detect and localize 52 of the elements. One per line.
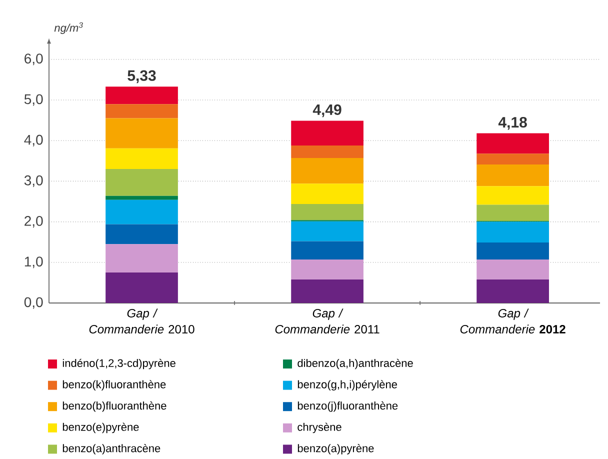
x-tick-label: Gap / Commanderie 2012 [460, 308, 566, 334]
bar [106, 86, 178, 104]
bar [476, 133, 549, 154]
bar [476, 164, 549, 186]
bar [106, 104, 178, 118]
y-tick-label: 3,0 [24, 175, 43, 187]
legend-label: benzo(a)anthracène [62, 444, 160, 454]
legend-label: benzo(j)fluoranthène [298, 401, 398, 412]
y-tick-label: 4,0 [24, 134, 43, 146]
bar [476, 154, 549, 165]
y-tick-label: 5,0 [24, 94, 43, 106]
bar [106, 169, 178, 196]
bar [291, 241, 364, 260]
bar [106, 200, 178, 224]
y-axis-title: ng/m$^{3}$ [54, 22, 83, 34]
total-label: 4,49 [312, 104, 342, 118]
bar [291, 145, 364, 158]
bar [476, 186, 549, 205]
bar [291, 204, 364, 220]
legend-label: indéno(1,2,3-cd)pyrène [62, 358, 176, 370]
y-tick-label: 2,0 [24, 216, 43, 228]
bar [476, 204, 549, 221]
bar [291, 279, 364, 303]
legend-label: benzo(a)pyrène [298, 444, 374, 454]
y-tick-label: 6,0 [24, 54, 43, 66]
bar [106, 244, 178, 273]
bar [291, 158, 364, 184]
bar [476, 222, 549, 243]
y-tick-label: 1,0 [24, 256, 43, 268]
total-label: 5,33 [128, 70, 156, 84]
bar [106, 148, 178, 170]
bar [476, 260, 549, 280]
legend-label: dibenzo(a,h)anthracène [298, 358, 413, 370]
total-label: 4,18 [498, 116, 527, 130]
y-tick-label: 0,0 [24, 297, 43, 309]
bar [476, 242, 549, 260]
legend-label: benzo(b)fluoranthène [62, 401, 166, 412]
legend-label: benzo(g,h,i)pérylène [298, 380, 397, 390]
x-tick-label: Gap / Commanderie 2011 [275, 308, 380, 334]
bar [106, 196, 178, 200]
bar [106, 118, 178, 148]
x-tick-label: Gap / Commanderie 2010 [89, 308, 194, 334]
legend-label: chrysène [298, 422, 342, 434]
bar [291, 120, 364, 146]
bar [291, 184, 364, 204]
bar [106, 224, 178, 244]
bar [106, 272, 178, 303]
legend-label: benzo(e)pyrène [62, 422, 139, 434]
legend-label: benzo(k)fluoranthène [62, 380, 166, 390]
bar [291, 260, 364, 280]
bar [291, 221, 364, 242]
bar [476, 279, 549, 303]
